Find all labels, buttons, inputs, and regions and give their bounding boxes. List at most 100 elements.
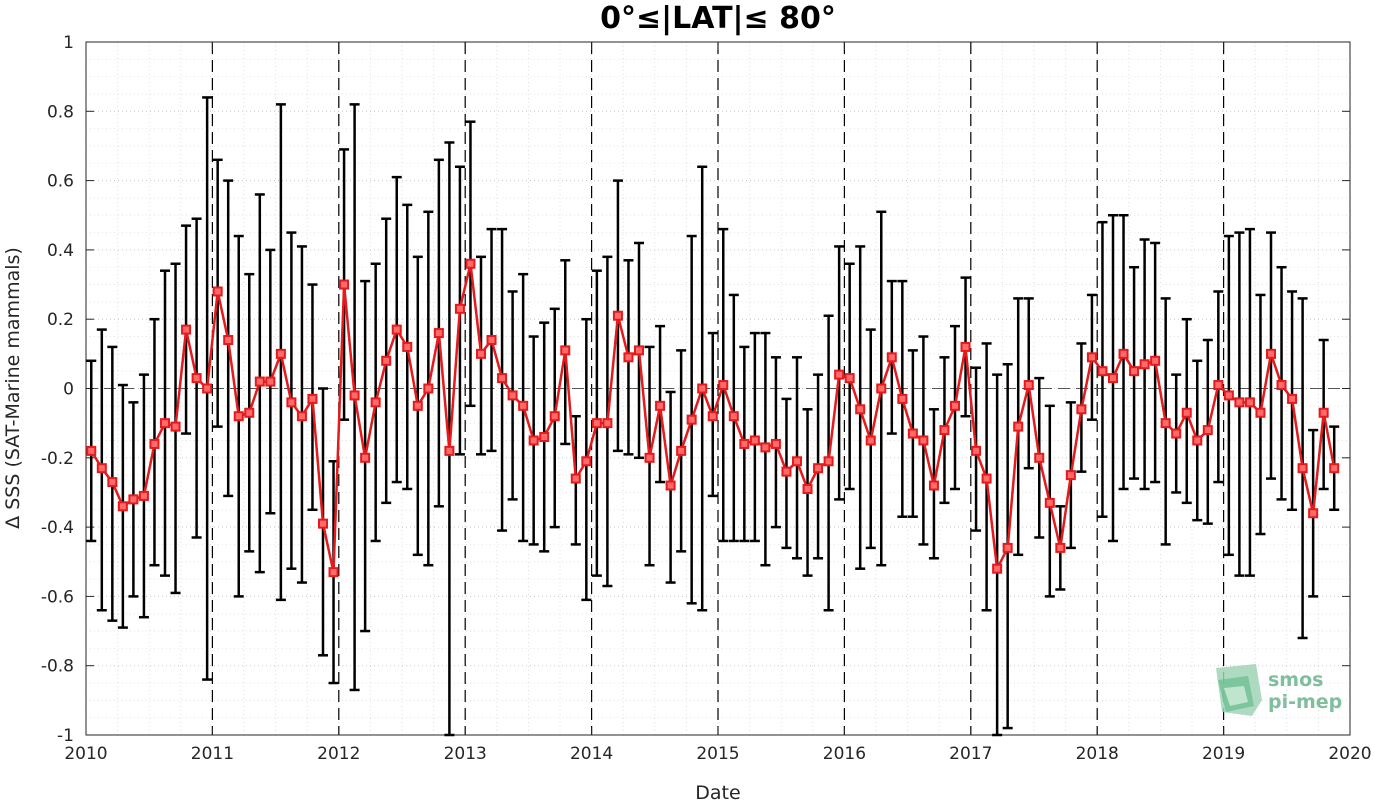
data-point <box>465 258 476 269</box>
data-point <box>423 383 434 394</box>
data-point <box>476 348 486 359</box>
x-tick-label: 2018 <box>1076 744 1119 764</box>
data-point <box>612 310 623 321</box>
logo-line-2: pi-mep <box>1268 691 1342 713</box>
data-point <box>549 411 560 422</box>
logo-line-1: smos <box>1268 669 1323 691</box>
x-tick-label: 2016 <box>823 744 866 764</box>
x-tick-label: 2013 <box>444 744 487 764</box>
data-point <box>307 393 318 404</box>
smos-pi-mep-logo-icon <box>1216 664 1262 716</box>
data-point <box>644 452 655 463</box>
x-tick-label: 2020 <box>1328 744 1371 764</box>
data-point <box>855 404 866 415</box>
data-point <box>391 324 402 335</box>
data-point <box>181 324 192 335</box>
data-point <box>486 334 497 345</box>
y-axis-label: Δ SSS (SAT-Marine mammals) <box>2 247 24 529</box>
data-point <box>981 473 992 484</box>
data-point <box>918 435 929 446</box>
data-point <box>107 477 118 488</box>
data-point <box>1044 497 1055 508</box>
data-point <box>223 334 234 345</box>
data-point <box>1076 404 1087 415</box>
data-point <box>676 445 687 456</box>
data-point <box>602 418 613 429</box>
data-point <box>686 414 697 425</box>
data-point <box>823 456 834 467</box>
data-point <box>202 383 213 394</box>
data-point <box>518 400 529 411</box>
y-tick-label: 0 <box>63 380 74 400</box>
data-point <box>402 341 413 352</box>
y-tick-label: 0.4 <box>47 241 74 261</box>
data-point <box>728 411 739 422</box>
y-axis-ticks: 1 0.8 0.6 0.4 0.2 0 -0.2 -0.4 -0.6 -0.8 -1 <box>41 33 1350 746</box>
data-point <box>1034 452 1045 463</box>
data-point <box>1055 542 1066 553</box>
data-point <box>634 345 644 356</box>
data-point <box>1097 366 1108 377</box>
data-point <box>960 341 971 352</box>
data-point <box>718 380 729 391</box>
data-point <box>1139 359 1150 370</box>
data-point <box>433 328 444 339</box>
data-point <box>939 425 950 436</box>
data-point <box>149 438 160 449</box>
data-point <box>1002 542 1013 553</box>
data-point <box>1013 421 1024 432</box>
smos-pi-mep-logo: smos pi-mep <box>1216 664 1342 716</box>
data-point <box>539 432 550 443</box>
data-point <box>781 466 792 477</box>
data-point <box>1213 380 1224 391</box>
data-point <box>1108 373 1118 384</box>
x-tick-label: 2010 <box>64 744 107 764</box>
data-point <box>950 400 960 411</box>
y-tick-label: 1 <box>63 33 74 53</box>
data-point <box>1150 355 1161 366</box>
data-point <box>1065 470 1076 481</box>
data-point <box>1202 425 1213 436</box>
data-point <box>244 407 255 418</box>
data-point <box>707 411 718 422</box>
y-tick-label: -0.4 <box>41 518 74 538</box>
data-point <box>749 435 760 446</box>
data-point <box>454 303 465 314</box>
data-point <box>191 373 202 384</box>
data-point <box>1318 407 1329 418</box>
data-point <box>813 463 824 474</box>
data-point <box>497 373 508 384</box>
data-point <box>318 518 328 529</box>
data-point <box>992 563 1003 574</box>
y-tick-label: 0.6 <box>47 172 74 192</box>
data-point <box>1266 348 1276 359</box>
data-point <box>971 445 982 456</box>
y-tick-label: 0.2 <box>47 310 74 330</box>
y-tick-label: -0.8 <box>41 657 74 677</box>
data-point <box>349 390 360 401</box>
data-point <box>928 480 939 491</box>
data-point <box>1329 463 1340 474</box>
data-point <box>1160 418 1171 429</box>
data-point <box>444 445 455 456</box>
data-point <box>770 438 781 449</box>
data-point <box>1287 393 1298 404</box>
x-tick-label: 2015 <box>696 744 739 764</box>
x-axis-label: Date <box>695 782 740 801</box>
data-point <box>802 483 813 494</box>
data-point <box>412 400 423 411</box>
y-tick-label: -0.2 <box>41 449 74 469</box>
data-point <box>1118 348 1129 359</box>
data-point <box>1297 463 1308 474</box>
data-point <box>865 435 876 446</box>
x-tick-label: 2012 <box>317 744 360 764</box>
data-point <box>296 411 307 422</box>
data-point <box>591 418 602 429</box>
data-point <box>370 397 381 408</box>
data-point <box>160 418 170 429</box>
data-point <box>233 411 244 422</box>
data-point <box>1192 435 1203 446</box>
data-point <box>739 438 750 449</box>
data-point <box>1223 390 1234 401</box>
data-point <box>655 400 666 411</box>
